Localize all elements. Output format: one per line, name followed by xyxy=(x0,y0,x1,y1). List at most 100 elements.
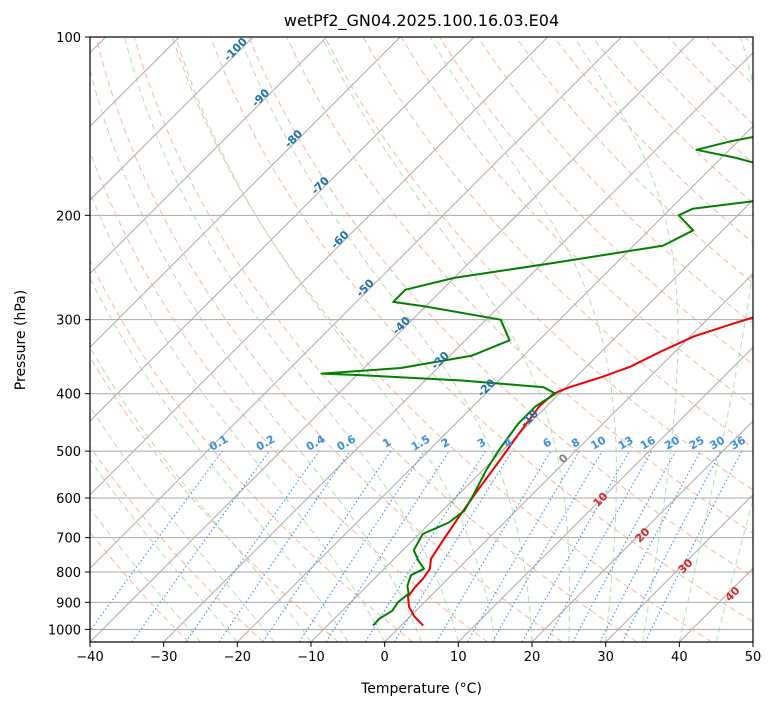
moist-adiabat-line xyxy=(90,277,349,642)
y-axis: 100 200 300 400 500 600 700 800 900 1000 xyxy=(48,31,90,638)
moist-adiabat-line xyxy=(90,507,201,642)
mixing-ratio-line xyxy=(599,450,701,642)
y-tick-label: 500 xyxy=(56,445,81,460)
dry-adiabat-line xyxy=(90,355,339,642)
dry-adiabat-line xyxy=(400,37,753,407)
mixing-ratio-line xyxy=(491,450,603,642)
dry-adiabat-line xyxy=(95,37,563,642)
mixing-ratio-line xyxy=(218,450,351,642)
mixing-ratio-label: 2 xyxy=(439,436,452,451)
mixing-ratio-label: 1 xyxy=(380,436,393,451)
y-tick-label: 600 xyxy=(56,492,81,507)
isotherm-line xyxy=(310,199,753,642)
mixing-ratio-label: 3 xyxy=(475,436,488,451)
y-tick-label: 400 xyxy=(56,388,81,403)
mixing-ratio-label: 20 xyxy=(662,433,682,452)
dry-adiabat-line xyxy=(90,150,488,642)
dry-adiabat-label: -10 xyxy=(518,407,541,430)
dry-adiabat-label: -80 xyxy=(282,127,305,150)
mixing-ratio-label: 16 xyxy=(638,433,658,452)
y-tick-label: 1000 xyxy=(48,623,81,638)
x-axis: −40 −30 −20 −10 0 10 20 30 40 50 xyxy=(76,642,761,665)
chart-title: wetPf2_GN04.2025.100.16.03.E04 xyxy=(284,11,559,31)
isotherm-line xyxy=(531,420,753,642)
dry-adiabat-label: -70 xyxy=(309,174,332,197)
dry-adiabat-line xyxy=(90,445,264,642)
isotherm-line xyxy=(457,346,753,642)
x-tick-label: −40 xyxy=(76,650,103,665)
dry-adiabat-line xyxy=(706,37,753,86)
x-tick-label: 50 xyxy=(745,650,762,665)
dry-adiabat-label: -100 xyxy=(221,35,250,64)
moist-adiabat-line xyxy=(239,37,533,642)
moist-adiabat-label: 20 xyxy=(633,525,653,545)
dry-adiabat-line xyxy=(248,37,753,578)
dry-adiabat-line xyxy=(515,37,753,284)
isotherm-line xyxy=(90,37,401,349)
moist-adiabat-line xyxy=(573,37,679,642)
isotherm-line xyxy=(605,493,753,642)
isotherm-line xyxy=(90,37,254,201)
isotherm-line xyxy=(678,567,753,642)
dry-adiabat-line xyxy=(591,37,753,204)
y-tick-label: 800 xyxy=(56,566,81,581)
temperature-profile xyxy=(407,316,753,627)
mixing-ratio-line xyxy=(185,450,320,642)
moist-adiabat-label: 0 xyxy=(556,451,571,466)
x-axis-title: Temperature (°C) xyxy=(360,681,482,697)
moist-adiabat-line xyxy=(90,405,275,642)
mixing-ratio-line xyxy=(572,450,677,642)
y-tick-label: 900 xyxy=(56,596,81,611)
x-tick-label: −20 xyxy=(224,650,251,665)
y-axis-title: Pressure (hPa) xyxy=(13,290,29,390)
x-tick-label: 40 xyxy=(671,650,688,665)
y-tick-label: 700 xyxy=(56,532,81,547)
dry-adiabat-label: -60 xyxy=(328,228,351,251)
mixing-ratio-label: 6 xyxy=(541,435,554,450)
isotherm-line xyxy=(90,37,328,275)
dry-adiabat-line xyxy=(133,37,638,642)
mixing-ratio-line xyxy=(298,450,425,642)
dry-adiabat-line xyxy=(629,37,753,165)
mixing-ratio-label: 0.1 xyxy=(207,433,230,454)
dry-adiabat-label: -30 xyxy=(429,349,452,372)
dry-adiabat-label: -40 xyxy=(390,314,413,337)
mixing-ratio-line xyxy=(131,450,270,642)
moist-adiabat-line xyxy=(429,37,617,642)
moist-adiabat-line xyxy=(715,498,753,642)
dry-adiabat-line xyxy=(553,37,753,244)
dry-adiabat-line xyxy=(362,37,753,449)
x-tick-label: 20 xyxy=(524,650,541,665)
mixing-ratio-label: 13 xyxy=(616,434,636,453)
mixing-ratio-line xyxy=(435,450,552,642)
plot-frame xyxy=(89,36,754,643)
mixing-ratio-line xyxy=(262,450,392,642)
moist-adiabat-line xyxy=(175,37,496,642)
mixing-ratio-label: 25 xyxy=(687,434,707,453)
dry-adiabat-label: -50 xyxy=(354,276,377,299)
mixing-ratio-line xyxy=(90,450,223,632)
dry-adiabat-line xyxy=(210,37,753,623)
x-tick-label: 0 xyxy=(381,650,389,665)
dry-adiabat-line xyxy=(668,37,753,125)
x-tick-label: 10 xyxy=(450,650,467,665)
isotherm-line xyxy=(236,125,753,642)
dry-adiabat-line xyxy=(744,37,753,47)
mixing-ratio-label: 0.4 xyxy=(304,432,328,453)
dry-adiabat-line xyxy=(90,259,414,642)
mixing-ratio-line xyxy=(325,450,450,642)
mixing-ratio-line xyxy=(545,450,653,642)
isotherm-line xyxy=(163,51,753,642)
moist-adiabat-line xyxy=(90,346,312,642)
moist-adiabat-line xyxy=(124,37,459,642)
moist-adiabat-line xyxy=(321,37,571,642)
isotherm-line xyxy=(90,37,549,496)
y-tick-label: 300 xyxy=(56,314,81,329)
isotherm-line xyxy=(90,37,475,422)
mixing-ratio-line xyxy=(467,450,580,642)
sounding-profiles xyxy=(320,135,753,627)
dry-adiabat-line xyxy=(477,37,753,325)
x-tick-label: −10 xyxy=(297,650,324,665)
mixing-ratio-label: 10 xyxy=(589,433,609,452)
